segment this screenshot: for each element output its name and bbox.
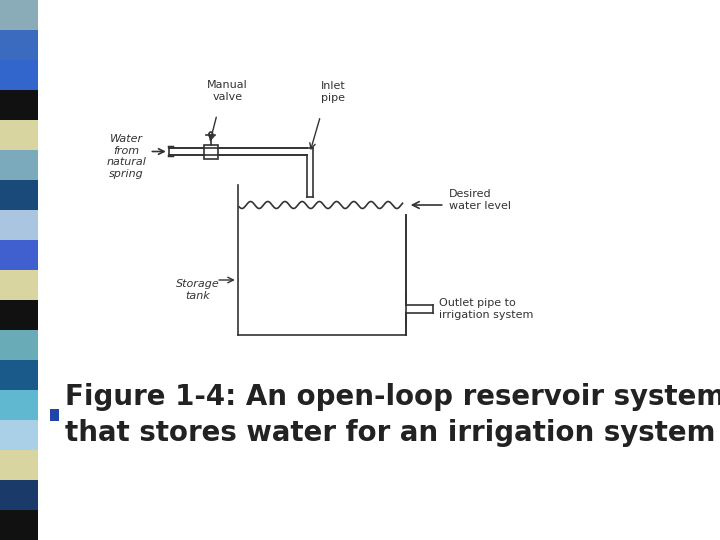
- Bar: [0, 360, 38, 390]
- Text: Inlet
pipe: Inlet pipe: [321, 82, 346, 103]
- Bar: [0, 510, 38, 540]
- Bar: [0, 390, 38, 420]
- Text: Figure 1-4: An open-loop reservoir system
that stores water for an irrigation sy: Figure 1-4: An open-loop reservoir syste…: [66, 383, 720, 447]
- Bar: [0, 180, 38, 210]
- Bar: [0, 60, 38, 90]
- Bar: [0, 450, 38, 480]
- Bar: [0, 480, 38, 510]
- Bar: [0, 210, 38, 240]
- Text: Desired
water level: Desired water level: [449, 189, 510, 211]
- Text: Storage
tank: Storage tank: [176, 279, 220, 301]
- Bar: [0, 330, 38, 360]
- Bar: [0, 270, 38, 300]
- Bar: [0, 0, 38, 30]
- Text: Water
from
natural
spring: Water from natural spring: [107, 134, 146, 179]
- Bar: [0, 120, 38, 150]
- Bar: [0, 90, 38, 120]
- Text: Outlet pipe to
irrigation system: Outlet pipe to irrigation system: [439, 298, 534, 320]
- Bar: [0, 150, 38, 180]
- Bar: [0, 30, 38, 60]
- Bar: [0, 300, 38, 330]
- Bar: [0, 240, 38, 270]
- Bar: [0, 420, 38, 450]
- Bar: [204, 145, 217, 159]
- Bar: [50, 409, 59, 421]
- Text: Manual
valve: Manual valve: [207, 80, 248, 102]
